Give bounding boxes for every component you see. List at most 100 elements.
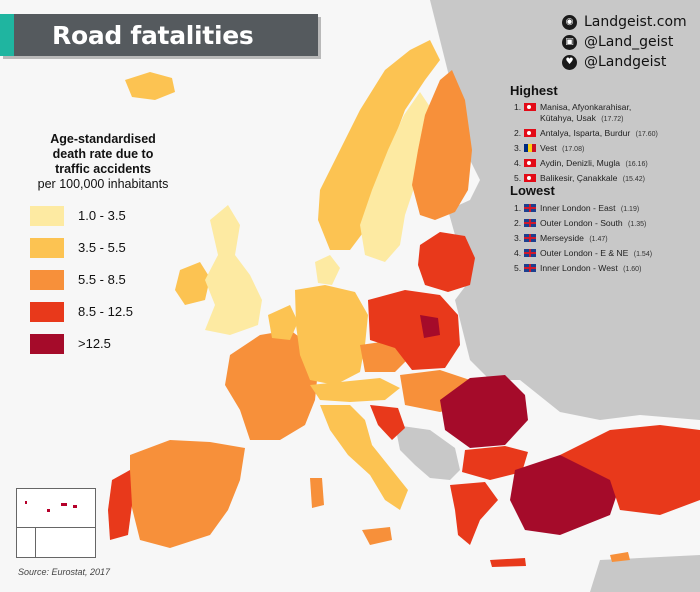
- uk-flag-icon: [524, 204, 536, 212]
- uk-flag-icon: [524, 219, 536, 227]
- region-cyprus: [610, 552, 630, 562]
- highest-row: 1. Manisa, Afyonkarahisar, Kütahya, Usak…: [514, 102, 700, 125]
- region-greece: [450, 482, 498, 545]
- region-benelux: [268, 305, 298, 340]
- lowest-row: 3. Merseyside (1.47): [514, 233, 700, 245]
- legend-item: 1.0 - 3.5: [30, 206, 200, 226]
- region-iceland: [125, 72, 175, 100]
- region-croatia: [370, 405, 405, 440]
- region-romania: [440, 375, 528, 448]
- twitter-label: @Landgeist: [584, 54, 667, 70]
- uk-flag-icon: [524, 234, 536, 242]
- region-norway: [318, 40, 440, 250]
- rank-number: 3.: [514, 143, 522, 153]
- legend-title-line2: death rate due to: [52, 147, 154, 161]
- region-sardinia: [310, 478, 324, 508]
- region-name: Vest: [540, 143, 557, 153]
- twitter-icon: ♥: [562, 55, 577, 70]
- rank-number: 3.: [514, 233, 522, 243]
- source-note: Source: Eurostat, 2017: [18, 567, 111, 577]
- rate-value: (17.60): [635, 131, 658, 138]
- uk-flag-icon: [524, 264, 536, 272]
- rate-value: (15.42): [622, 176, 645, 183]
- rate-value: (1.19): [620, 206, 640, 213]
- rank-number: 5.: [514, 173, 522, 183]
- rate-value: (16.16): [625, 161, 648, 168]
- region-baltics: [418, 232, 475, 292]
- region-name: Merseyside: [540, 233, 584, 243]
- turkey-flag-icon: [524, 159, 536, 167]
- region-france: [225, 330, 318, 440]
- highest-row: 4. Aydin, Denizli, Mugla (16.16): [514, 158, 700, 170]
- rank-number: 4.: [514, 158, 522, 168]
- lowest-row: 4. Outer London - E & NE (1.54): [514, 248, 700, 260]
- legend-title-line1: Age-standardised: [50, 132, 156, 146]
- romania-flag-icon: [524, 144, 536, 152]
- region-poland: [368, 290, 460, 370]
- rate-value: (1.54): [633, 251, 653, 258]
- legend-swatch: [30, 334, 64, 354]
- rank-number: 2.: [514, 218, 522, 228]
- inset-island: [47, 509, 50, 512]
- highest-row: 2. Antalya, Isparta, Burdur (17.60): [514, 128, 700, 140]
- legend-swatch: [30, 206, 64, 226]
- page-title: Road fatalities: [52, 21, 254, 50]
- rank-number: 1.: [514, 102, 522, 112]
- title-accent-bar: [0, 14, 14, 56]
- rank-number: 5.: [514, 263, 522, 273]
- region-italy: [320, 405, 408, 510]
- region-alps: [310, 378, 400, 402]
- uk-flag-icon: [524, 249, 536, 257]
- legend-label: 5.5 - 8.5: [78, 272, 126, 287]
- islands-inset: [16, 488, 96, 558]
- region-spain: [130, 440, 245, 548]
- no-data-region-east: [430, 0, 700, 420]
- region-name: Inner London - East: [540, 203, 616, 213]
- region-portugal: [108, 470, 132, 540]
- region-germany: [295, 285, 368, 385]
- turkey-flag-icon: [524, 174, 536, 182]
- instagram-label: @Land_geist: [584, 34, 674, 50]
- title-banner: Road fatalities: [0, 14, 318, 56]
- legend-title-line4: per 100,000 inhabitants: [37, 177, 169, 191]
- website-label: Landgeist.com: [584, 14, 687, 30]
- legend-label: 3.5 - 5.5: [78, 240, 126, 255]
- rate-value: (1.47): [589, 236, 608, 243]
- rank-number: 2.: [514, 128, 522, 138]
- highest-row: 5. Balikesir, Çanakkale (15.42): [514, 173, 700, 185]
- rank-number: 1.: [514, 203, 522, 213]
- legend-label: 1.0 - 3.5: [78, 208, 126, 223]
- legend-title: Age-standardised death rate due to traff…: [18, 132, 188, 192]
- region-name: Outer London - South: [540, 218, 623, 228]
- globe-icon: ◉: [562, 15, 577, 30]
- inset-divider-h: [17, 527, 95, 528]
- legend-swatch: [30, 238, 64, 258]
- region-ireland: [175, 262, 210, 305]
- lowest-row: 1. Inner London - East (1.19): [514, 203, 700, 215]
- rate-value: (17.72): [601, 116, 624, 123]
- rank-number: 4.: [514, 248, 522, 258]
- region-sweden: [360, 92, 432, 262]
- highest-row: 3. Vest (17.08): [514, 143, 700, 155]
- region-finland: [412, 70, 472, 220]
- highest-list: 1. Manisa, Afyonkarahisar, Kütahya, Usak…: [514, 102, 700, 188]
- lowest-row: 2. Outer London - South (1.35): [514, 218, 700, 230]
- no-data-region-balkans: [395, 425, 460, 480]
- inset-divider-v: [35, 527, 36, 557]
- region-name: Inner London - West: [540, 263, 618, 273]
- legend-title-line3: traffic accidents: [55, 162, 151, 176]
- lowest-heading: Lowest: [510, 183, 555, 198]
- turkey-flag-icon: [524, 129, 536, 137]
- legend-label: 8.5 - 12.5: [78, 304, 133, 319]
- region-name: Manisa, Afyonkarahisar,: [540, 102, 632, 112]
- legend-swatch: [30, 270, 64, 290]
- region-uk: [205, 205, 262, 335]
- region-sicily: [362, 527, 392, 545]
- region-bulgaria: [462, 446, 528, 480]
- region-name: Antalya, Isparta, Burdur: [540, 128, 631, 138]
- inset-island: [61, 503, 67, 506]
- legend-label: >12.5: [78, 336, 111, 351]
- legend-swatch: [30, 302, 64, 322]
